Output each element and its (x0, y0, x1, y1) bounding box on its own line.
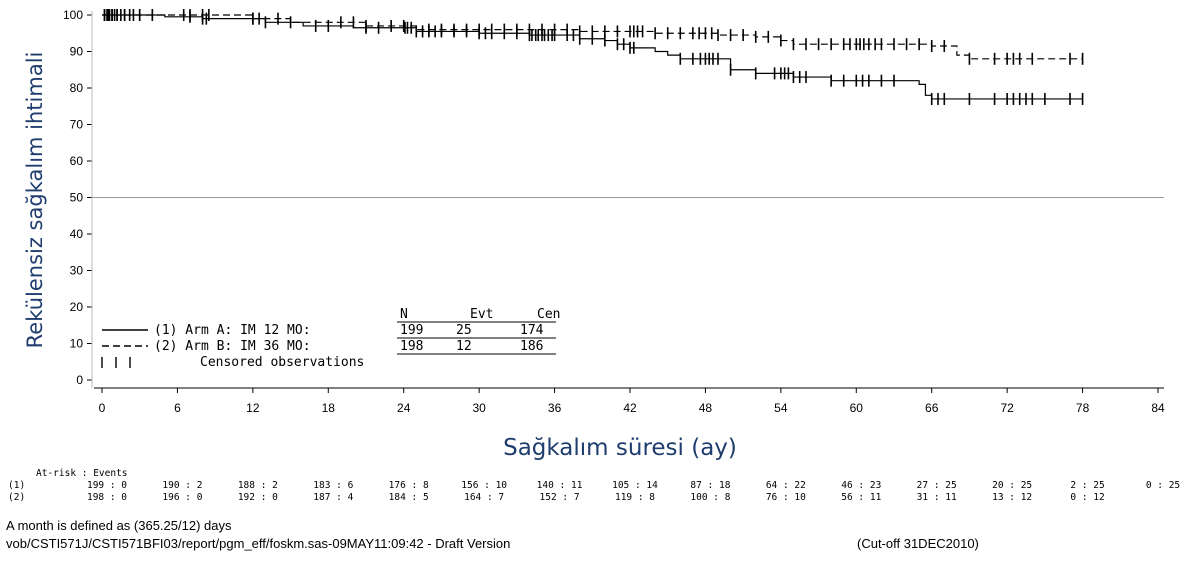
km-chart: 0 10 20 30 40 50 60 70 80 90 100 0 6 12 18 24 30 36 42 48 5… (23, 8, 1165, 461)
footnote-month-definition: A month is defined as (365.25/12) days (6, 518, 232, 533)
y-tick-label: 0 (76, 373, 83, 387)
legend-value: 174 (520, 323, 544, 338)
x-tick-label: 72 (1000, 401, 1014, 415)
y-tick-label: 10 (70, 337, 84, 351)
at-risk-cell: 27 : 25 (916, 480, 957, 491)
legend-header-n: N (400, 307, 408, 322)
at-risk-cell: 13 : 12 (992, 492, 1033, 503)
at-risk-cell: 152 : 7 (539, 492, 580, 503)
at-risk-cell: 0 : 25 (1145, 480, 1181, 491)
x-tick-label: 18 (322, 401, 336, 415)
at-risk-cell: 190 : 2 (162, 480, 203, 491)
y-tick-label: 50 (70, 191, 84, 205)
x-tick-label: 78 (1076, 401, 1090, 415)
x-tick-label: 30 (472, 401, 486, 415)
at-risk-cell: 164 : 7 (464, 492, 505, 503)
x-tick-label: 12 (246, 401, 260, 415)
legend-value: 198 (400, 339, 423, 354)
legend-value: 25 (456, 323, 472, 338)
y-tick-label: 60 (70, 154, 84, 168)
survival-curves (102, 9, 1084, 105)
legend-value: 199 (400, 323, 423, 338)
y-axis-title: Rekülensiz sağkalım ihtimali (23, 52, 47, 349)
at-risk-row-label: (1) (8, 480, 26, 491)
x-tick-label: 0 (99, 401, 106, 415)
at-risk-row-label: (2) (8, 492, 26, 503)
y-axis-ticks: 0 10 20 30 40 50 60 70 80 90 100 (63, 8, 92, 387)
footnote-program-path: vob/CSTI571J/CSTI571BFI03/report/pgm_eff… (6, 536, 511, 551)
x-axis-ticks: 0 6 12 18 24 30 36 42 48 54 60 66 72 78 84 (99, 388, 1165, 415)
x-tick-label: 42 (623, 401, 637, 415)
legend-header-cen: Cen (537, 307, 560, 322)
at-risk-cell: 105 : 14 (612, 480, 658, 491)
x-tick-label: 36 (548, 401, 562, 415)
legend-header-evt: Evt (470, 307, 493, 322)
at-risk-cell: 76 : 10 (765, 492, 806, 503)
at-risk-header: At-risk : Events (36, 468, 128, 479)
at-risk-cell: 176 : 8 (388, 480, 429, 491)
at-risk-cell: 156 : 10 (461, 480, 508, 491)
at-risk-cell: 199 : 0 (86, 480, 128, 491)
x-tick-label: 54 (774, 401, 788, 415)
y-tick-label: 40 (70, 227, 84, 241)
at-risk-cell: 140 : 11 (536, 480, 583, 491)
at-risk-cell: 187 : 4 (313, 492, 354, 503)
at-risk-cell: 184 : 5 (388, 492, 429, 503)
legend-label: (2) Arm B: IM 36 MO: (154, 339, 311, 354)
at-risk-cell: 56 : 11 (841, 492, 882, 503)
legend-label: (1) Arm A: IM 12 MO: (154, 323, 311, 338)
at-risk-cell: 0 : 12 (1070, 492, 1105, 503)
at-risk-cell: 192 : 0 (237, 492, 278, 503)
at-risk-cell: 100 : 8 (690, 492, 731, 503)
at-risk-cell: 183 : 6 (313, 480, 354, 491)
x-tick-label: 6 (174, 401, 181, 415)
y-tick-label: 20 (70, 300, 84, 314)
at-risk-table: At-risk : Events (1) 199 : 0 190 : 2 188 : 2… (0, 468, 1190, 510)
y-tick-label: 100 (63, 8, 83, 22)
x-tick-label: 66 (925, 401, 939, 415)
at-risk-cell: 64 : 22 (765, 480, 806, 491)
x-tick-label: 60 (850, 401, 864, 415)
y-tick-label: 30 (70, 264, 84, 278)
y-tick-label: 90 (70, 45, 84, 59)
x-tick-label: 24 (397, 401, 411, 415)
at-risk-cell: 87 : 18 (690, 480, 731, 491)
at-risk-cell: 188 : 2 (237, 480, 278, 491)
at-risk-cell: 119 : 8 (614, 492, 656, 503)
x-axis-title: Sağkalım süresi (ay) (503, 435, 737, 461)
legend-censored-label: Censored observations (200, 355, 364, 370)
at-risk-cell: 20 : 25 (992, 480, 1033, 491)
at-risk-cell: 46 : 23 (841, 480, 882, 491)
at-risk-cell: 198 : 0 (86, 492, 128, 503)
legend: N Evt Cen (1) Arm A: IM 12 MO: 199 25 174 (2) A… (101, 307, 560, 370)
y-tick-label: 70 (70, 118, 84, 132)
x-tick-label: 84 (1151, 401, 1165, 415)
legend-value: 12 (456, 339, 472, 354)
x-tick-label: 48 (699, 401, 713, 415)
at-risk-cell: 196 : 0 (162, 492, 203, 503)
at-risk-cell: 2 : 25 (1070, 480, 1105, 491)
footnote-cutoff: (Cut-off 31DEC2010) (857, 536, 979, 551)
legend-value: 186 (520, 339, 543, 354)
y-tick-label: 80 (70, 81, 84, 95)
at-risk-cell: 31 : 11 (916, 492, 957, 503)
